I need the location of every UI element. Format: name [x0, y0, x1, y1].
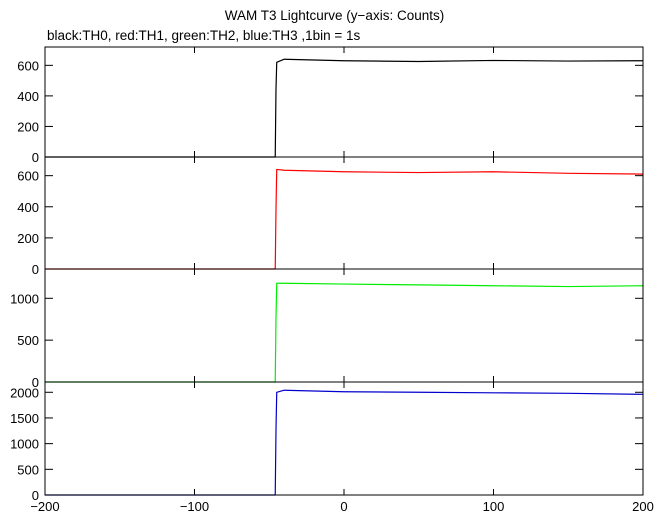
- x-tick-label: 200: [632, 499, 654, 514]
- y-tick-label: 0: [32, 375, 39, 390]
- chart-subtitle: black:TH0, red:TH1, green:TH2, blue:TH3 …: [47, 28, 361, 43]
- y-tick-label: 0: [32, 150, 39, 165]
- y-tick-label: 0: [32, 488, 39, 503]
- x-tick-label: 100: [483, 499, 505, 514]
- panel-frame-1: [44, 46, 644, 158]
- y-tick-label: 400: [17, 89, 39, 104]
- series-line-th1: [45, 168, 644, 270]
- y-tick-label: 500: [17, 462, 39, 477]
- x-tick-label: −200: [30, 499, 59, 514]
- y-tick-label: 200: [17, 231, 39, 246]
- y-tick-label: 600: [17, 58, 39, 73]
- y-tick-label: 0: [32, 262, 39, 277]
- chart-title: WAM T3 Lightcurve (y−axis: Counts): [224, 8, 445, 23]
- panel-frame-4: [44, 381, 644, 496]
- y-tick-label: 400: [17, 200, 39, 215]
- series-line-th0: [45, 58, 644, 158]
- y-tick-label: 2000: [10, 385, 39, 400]
- y-tick-label: 500: [17, 333, 39, 348]
- series-line-th3: [45, 389, 644, 496]
- y-tick-label: 200: [17, 119, 39, 134]
- panel-frame-2: [44, 156, 644, 270]
- x-tick-label: −100: [180, 499, 209, 514]
- y-tick-label: 600: [17, 169, 39, 184]
- y-tick-label: 1000: [10, 437, 39, 452]
- x-tick-label: 0: [340, 499, 347, 514]
- y-tick-label: 1500: [10, 411, 39, 426]
- series-line-th2: [45, 282, 644, 383]
- y-tick-label: 1000: [10, 291, 39, 306]
